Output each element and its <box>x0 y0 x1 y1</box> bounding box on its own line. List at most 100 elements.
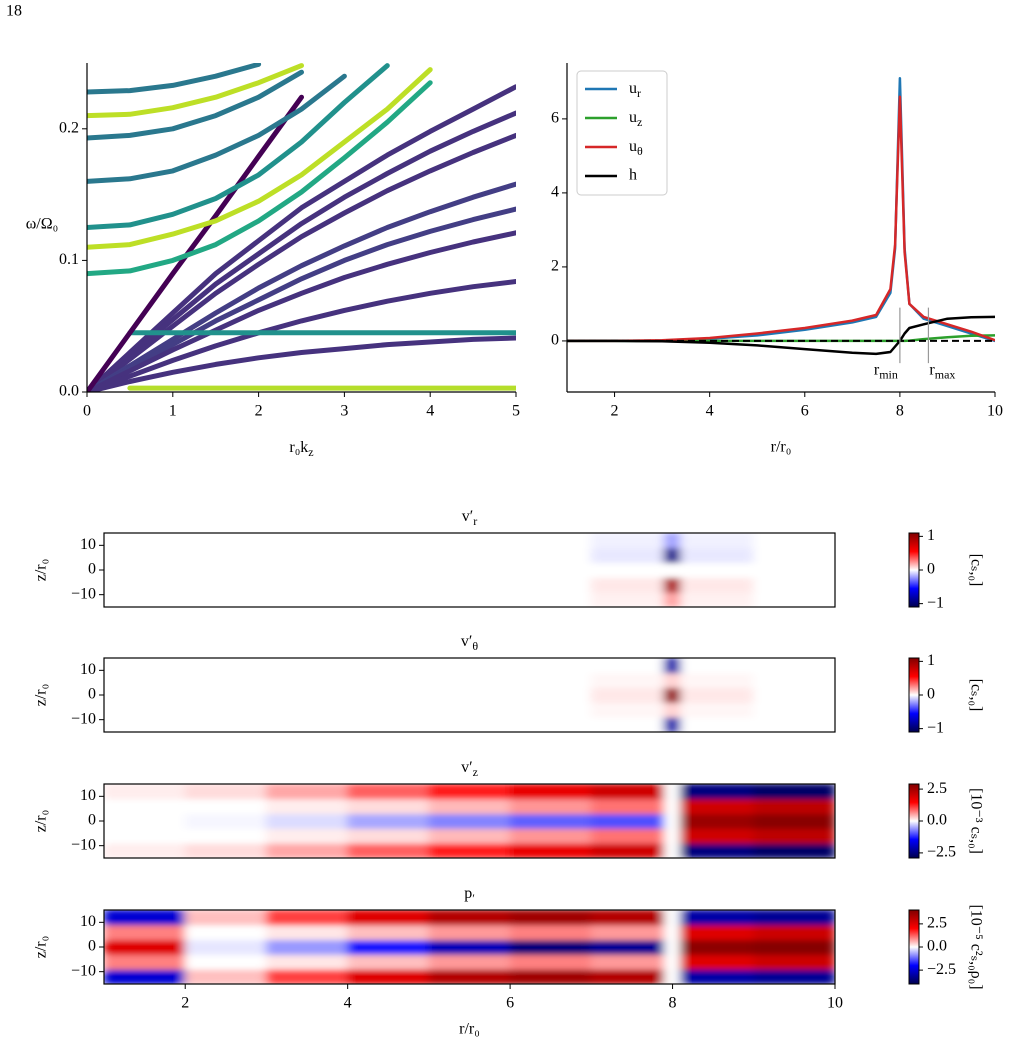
heatmap-cell <box>509 658 592 674</box>
heatmap-cell <box>680 842 755 858</box>
annotation: rmax <box>929 361 955 381</box>
heatmap-cell <box>590 842 665 858</box>
heatmap-cell <box>663 813 682 829</box>
heatmap-cell <box>680 547 755 564</box>
series-line <box>87 63 304 119</box>
heatmap-cell <box>265 672 349 689</box>
heatmap-cell <box>509 687 592 703</box>
heatmap-cell <box>680 939 755 955</box>
colorbar-tick-label: −1 <box>927 719 944 736</box>
heatmap-cell <box>265 562 349 578</box>
heatmap-cell <box>663 687 682 703</box>
heatmap-cell <box>680 784 755 800</box>
heatmap-cell <box>265 784 349 800</box>
heatmap-cell <box>590 953 665 970</box>
heatmap-cell <box>753 968 835 984</box>
heatmap-cell <box>680 533 755 549</box>
colorbar-label: [cₛ,₀] <box>967 679 984 712</box>
heatmap-cell <box>590 547 665 564</box>
colorbar-tick-label: 0 <box>927 561 935 578</box>
heatmap-cell <box>428 784 511 800</box>
colorbar-label: [cₛ,₀] <box>967 554 984 587</box>
heatmap-cell <box>590 784 665 800</box>
heatmap-cell <box>509 562 592 578</box>
heatmap-cell <box>663 784 682 800</box>
heatmap-cell <box>347 562 430 578</box>
heatmap-cell <box>590 591 665 607</box>
heatmap-cell <box>265 701 349 718</box>
heatmap-cell <box>265 953 349 970</box>
heatmap-cell <box>680 591 755 607</box>
y-tick-label: 0 <box>551 332 559 349</box>
heatmap-cell <box>184 701 267 718</box>
heatmap-cell <box>753 591 835 607</box>
heatmap-cell <box>680 716 755 732</box>
heatmap-cell <box>184 910 267 926</box>
legend-label: uz <box>629 109 642 129</box>
heatmap-cell <box>347 924 430 941</box>
heatmap <box>104 658 835 732</box>
colorbar <box>908 783 920 859</box>
heatmap <box>104 910 835 984</box>
heatmap-cell <box>590 672 665 689</box>
series-line <box>87 132 516 392</box>
heatmap-cell <box>104 562 186 578</box>
heatmap-cell <box>265 658 349 674</box>
heatmap-cell <box>104 591 186 607</box>
heatmap-cell <box>753 924 835 941</box>
y-tick-label: 0 <box>88 686 96 703</box>
heatmap-cell <box>428 813 511 829</box>
heatmap-cell <box>680 672 755 689</box>
y-tick-label: −10 <box>71 962 96 979</box>
y-axis-label: z/r₀ <box>33 559 50 581</box>
heatmap-cell <box>663 562 682 578</box>
heatmap <box>104 533 835 607</box>
heatmap-cell <box>104 701 186 718</box>
heatmap-cell <box>509 842 592 858</box>
heatmap-cell <box>753 562 835 578</box>
heatmap-cell <box>509 798 592 815</box>
heatmap-cell <box>184 939 267 955</box>
heatmap-cell <box>104 798 186 815</box>
colorbar-tick-label: 0.0 <box>927 812 947 829</box>
plot-area <box>104 910 835 984</box>
y-tick-label: 0 <box>88 561 96 578</box>
heatmap-cell <box>265 842 349 858</box>
x-tick-label: 6 <box>506 995 514 1012</box>
heatmap-cell <box>663 924 682 941</box>
heatmap-cell <box>590 716 665 732</box>
colorbar-tick-label: −1 <box>927 594 944 611</box>
series-line <box>87 84 516 392</box>
series-line <box>87 230 516 392</box>
heatmap-cell <box>663 827 682 844</box>
x-tick-label: 2 <box>255 403 263 420</box>
series-line <box>567 315 995 356</box>
x-axis-label: r₀kz <box>289 439 313 459</box>
heatmap-cell <box>663 658 682 674</box>
heatmap-cell <box>680 798 755 815</box>
heatmap-cell <box>265 576 349 593</box>
colorbar-tick-label: 1 <box>927 652 935 669</box>
panel-title: p′ <box>464 885 475 905</box>
heatmap-cell <box>509 953 592 970</box>
heatmap-cell <box>104 716 186 732</box>
heatmap-cell <box>347 813 430 829</box>
heatmap-cell <box>590 798 665 815</box>
x-tick-label: 0 <box>83 403 91 420</box>
heatmap-cell <box>265 591 349 607</box>
heatmap-cell <box>663 939 682 955</box>
heatmap-cell <box>680 687 755 703</box>
x-tick-label: 4 <box>344 995 352 1012</box>
heatmap-cell <box>753 798 835 815</box>
heatmap-cell <box>509 533 592 549</box>
heatmap-cell <box>347 701 430 718</box>
heatmap-cell <box>265 687 349 703</box>
series-line <box>87 181 516 392</box>
y-tick-label: 6 <box>551 110 559 127</box>
colorbar-tick-label: 2.5 <box>927 780 947 797</box>
colorbar-tick-label: 0 <box>927 686 935 703</box>
heatmap-cell <box>184 924 267 941</box>
legend-label: uθ <box>629 138 643 158</box>
heatmap-cell <box>347 672 430 689</box>
